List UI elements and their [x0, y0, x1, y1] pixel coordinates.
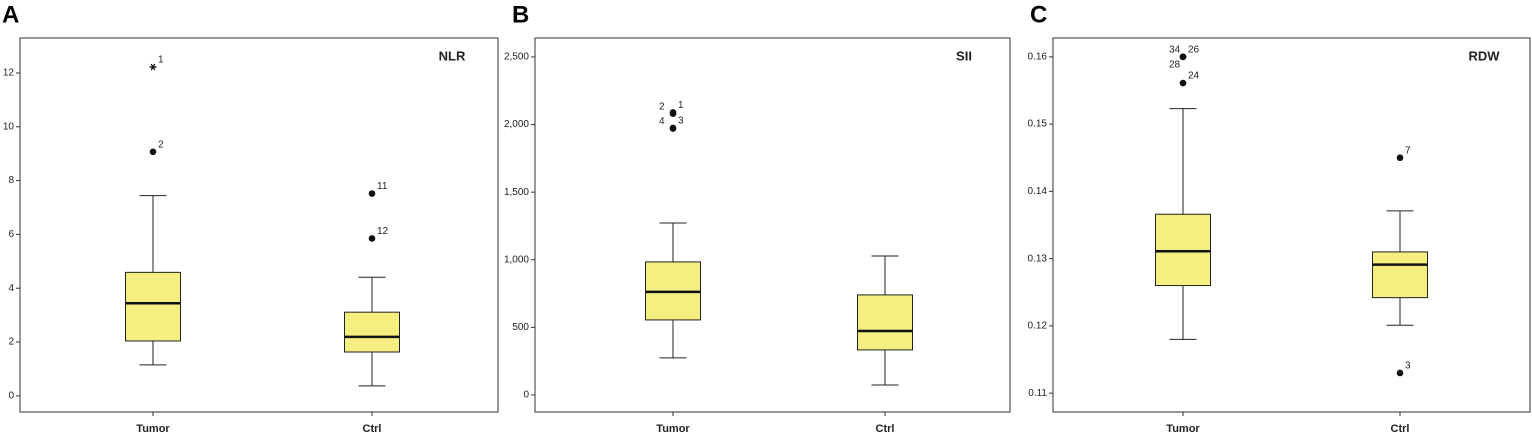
outlier	[368, 235, 376, 242]
outlier	[368, 190, 376, 197]
x-tick-label: Ctrl	[1391, 423, 1410, 435]
outlier	[1396, 154, 1404, 162]
y-tick-label: 0.15	[1028, 119, 1048, 130]
y-tick-label: 2	[8, 337, 14, 348]
y-tick-label: 4	[8, 283, 14, 294]
plot-frame	[1052, 37, 1531, 413]
outlier-label: 2	[158, 139, 164, 150]
outlier	[1396, 369, 1404, 377]
outlier-label: 3	[678, 116, 684, 127]
outlier	[1179, 53, 1187, 61]
y-tick-label: 0.12	[1028, 321, 1048, 332]
outlier-extreme	[149, 63, 157, 71]
outlier	[1179, 79, 1187, 87]
plot-title: SII	[956, 48, 972, 63]
plot-title: RDW	[1468, 48, 1500, 63]
x-tick-label: Tumor	[136, 423, 170, 435]
x-tick-label: Ctrl	[363, 423, 382, 435]
outlier	[669, 125, 677, 132]
outlier-label: 26	[1188, 44, 1200, 55]
y-tick-label: 2,000	[504, 119, 529, 130]
outlier-label: 11	[377, 181, 388, 192]
plot-frame	[534, 37, 1011, 413]
y-tick-label: 0.16	[1028, 51, 1048, 62]
y-tick-label: 0.13	[1028, 253, 1048, 264]
outlier-label: 34	[1169, 44, 1181, 55]
y-tick-label: 12	[3, 68, 15, 79]
plot-frame	[19, 37, 499, 413]
panel-letter: A	[2, 1, 19, 28]
outlier	[669, 110, 677, 118]
box	[125, 271, 181, 342]
outlier-label: 24	[1188, 71, 1200, 82]
x-tick-label: Tumor	[656, 423, 690, 435]
plot-title: NLR	[439, 48, 466, 63]
x-tick-label: Ctrl	[876, 423, 895, 435]
y-tick-label: 1,000	[504, 254, 529, 265]
box	[1155, 213, 1211, 287]
outlier-label: 7	[1405, 145, 1411, 156]
outlier-label: 2	[659, 101, 665, 112]
outlier-label: 1	[678, 100, 684, 111]
y-tick-label: 500	[512, 322, 529, 333]
panel-letter: C	[1030, 1, 1047, 28]
y-tick-label: 0	[8, 390, 14, 401]
y-tick-label: 10	[3, 121, 15, 132]
box	[344, 311, 400, 353]
x-tick-label: Tumor	[1166, 423, 1200, 435]
box	[1372, 251, 1428, 299]
panel-letter: B	[512, 1, 529, 28]
outlier-label: 4	[659, 116, 665, 127]
y-tick-label: 6	[8, 229, 14, 240]
y-tick-label: 0.11	[1028, 388, 1047, 399]
y-tick-label: 8	[8, 175, 14, 186]
outlier-label: 12	[377, 226, 389, 237]
y-tick-label: 0	[523, 390, 529, 401]
y-tick-label: 2,500	[504, 52, 529, 63]
y-tick-label: 1,500	[504, 187, 529, 198]
outlier-label: 28	[1169, 59, 1181, 70]
outlier	[149, 148, 157, 156]
box	[857, 294, 913, 351]
outlier-label: 1	[158, 55, 164, 66]
y-tick-label: 0.14	[1028, 186, 1048, 197]
outlier-label: 3	[1405, 361, 1411, 372]
